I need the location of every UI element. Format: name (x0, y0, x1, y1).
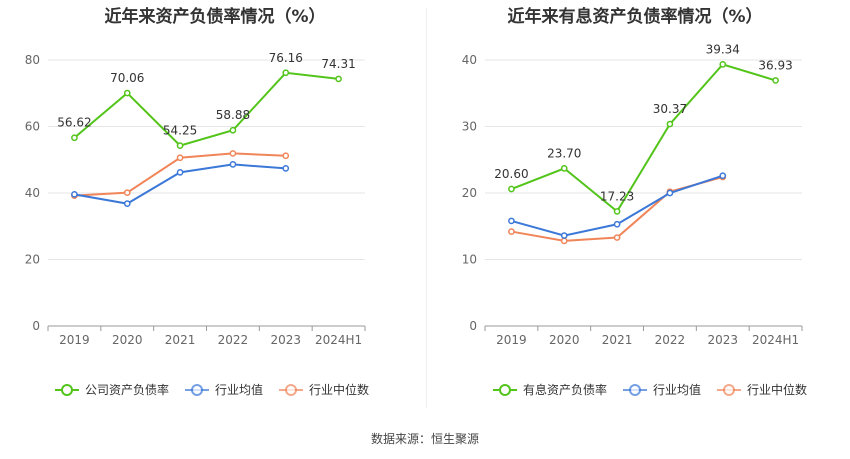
data-label: 17.23 (600, 189, 634, 203)
legend-marker (723, 384, 735, 396)
legend-item[interactable]: 行业均值 (185, 382, 263, 397)
legend-marker (499, 384, 511, 396)
chart-interest-bearing-liability-ratio: 0 10 20 30 40 2019 2020 2021 2022 2023 2024H1 20.60… (462, 42, 807, 397)
data-source: 数据来源：恒生聚源 (370, 432, 479, 446)
data-point[interactable] (613, 208, 621, 215)
legend-label: 行业中位数 (309, 382, 369, 397)
data-point[interactable] (229, 126, 237, 134)
data-point[interactable] (719, 172, 727, 180)
x-tick-label: 2022 (655, 333, 686, 347)
data-point[interactable] (560, 232, 568, 239)
chart-asset-liability-ratio: 0 20 40 60 80 2019 2020 2021 2022 2023 2024H1 56.62… (25, 51, 369, 397)
legend-label: 行业均值 (215, 382, 263, 397)
legend-marker (61, 384, 73, 396)
x-tick-label: 2021 (602, 333, 633, 347)
data-point[interactable] (282, 165, 290, 172)
data-point[interactable] (666, 189, 674, 197)
data-label: 56.62 (57, 116, 91, 130)
data-point[interactable] (71, 190, 78, 198)
data-point[interactable] (176, 169, 184, 176)
x-tick-label: 2023 (707, 333, 738, 347)
legend-marker (629, 384, 641, 396)
data-label: 36.93 (758, 58, 792, 72)
data-point[interactable] (508, 228, 515, 235)
data-point[interactable] (71, 134, 78, 142)
data-point[interactable] (335, 75, 342, 83)
data-point[interactable] (123, 89, 131, 97)
data-point[interactable] (719, 61, 727, 68)
legend-label: 有息资产负债率 (523, 382, 607, 397)
data-point[interactable] (176, 154, 184, 162)
data-point[interactable] (613, 234, 621, 241)
data-label: 76.16 (269, 51, 303, 65)
series-line (511, 63, 776, 213)
y-tick-label: 0 (469, 319, 477, 333)
x-tick-label: 2020 (549, 333, 580, 347)
data-point[interactable] (508, 217, 515, 225)
data-point[interactable] (772, 77, 779, 84)
data-point[interactable] (282, 152, 290, 160)
y-tick-label: 20 (462, 186, 477, 200)
data-point[interactable] (560, 237, 568, 245)
y-tick-label: 80 (25, 53, 40, 67)
y-tick-label: 40 (25, 186, 40, 200)
data-point[interactable] (666, 120, 674, 128)
legend-item[interactable]: 有息资产负债率 (493, 382, 607, 397)
data-point[interactable] (282, 69, 290, 77)
legend-label: 行业均值 (653, 382, 701, 397)
x-tick-label: 2022 (218, 333, 249, 347)
legend-label: 行业中位数 (747, 382, 807, 397)
x-tick-label: 2020 (112, 333, 143, 347)
data-point[interactable] (508, 185, 515, 193)
y-tick-label: 60 (25, 120, 40, 134)
legend-item[interactable]: 行业均值 (623, 382, 701, 397)
chart-title-left: 近年来资产负债率情况（%） (104, 7, 326, 27)
legend-marker (285, 384, 297, 396)
y-tick-label: 10 (462, 253, 477, 267)
y-tick-label: 40 (462, 53, 477, 67)
data-label: 20.60 (494, 167, 528, 181)
data-label: 74.31 (321, 57, 355, 71)
legend-item[interactable]: 公司资产负债率 (55, 382, 169, 397)
data-point[interactable] (123, 189, 131, 197)
data-label: 30.37 (653, 102, 687, 116)
x-tick-label: 2024H1 (752, 333, 799, 347)
chart-title-right: 近年来有息资产负债率情况（%） (507, 7, 763, 27)
legend-label: 公司资产负债率 (85, 382, 169, 397)
series-line (73, 71, 339, 147)
data-label: 70.06 (110, 71, 144, 85)
x-tick-label: 2024H1 (315, 333, 362, 347)
data-point[interactable] (229, 161, 237, 168)
data-label: 23.70 (547, 146, 581, 160)
data-point[interactable] (560, 165, 568, 172)
data-label: 54.25 (163, 124, 197, 138)
legend-item[interactable]: 行业中位数 (279, 382, 369, 397)
data-point[interactable] (176, 142, 184, 149)
legend-item[interactable]: 行业中位数 (717, 382, 807, 397)
data-label: 58.88 (216, 108, 250, 122)
y-tick-label: 0 (32, 319, 40, 333)
x-tick-label: 2021 (165, 333, 196, 347)
x-tick-label: 2019 (496, 333, 527, 347)
chart-divider (426, 8, 427, 408)
data-point[interactable] (123, 200, 131, 207)
x-tick-label: 2023 (270, 333, 301, 347)
data-label: 39.34 (706, 42, 740, 56)
x-tick-label: 2019 (59, 333, 90, 347)
y-tick-label: 30 (462, 120, 477, 134)
legend-marker (191, 384, 203, 396)
data-point[interactable] (613, 220, 621, 228)
data-point[interactable] (229, 150, 237, 157)
y-tick-label: 20 (25, 253, 40, 267)
